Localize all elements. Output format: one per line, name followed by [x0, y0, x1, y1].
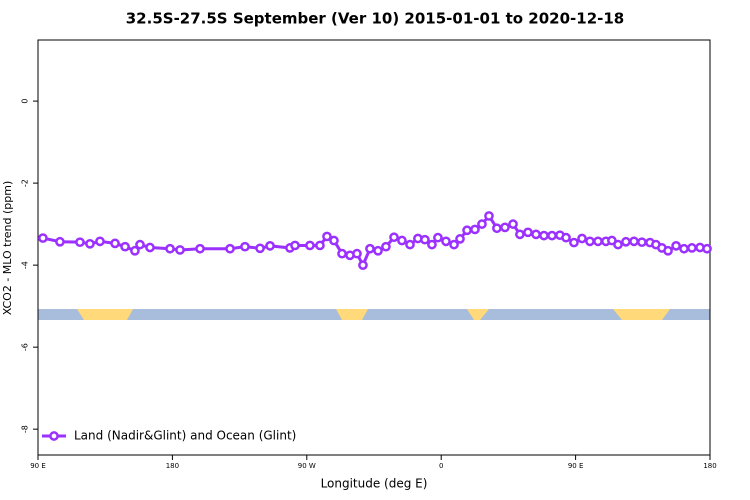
data-point — [175, 245, 185, 255]
data-point — [637, 237, 647, 248]
data-point — [85, 238, 95, 249]
data-point — [613, 239, 623, 250]
x-tick-label: 90 E — [568, 462, 584, 470]
data-point — [523, 227, 533, 238]
data-point — [397, 235, 407, 246]
data-point — [358, 260, 368, 270]
data-point — [322, 231, 332, 242]
data-point — [240, 241, 250, 252]
legend-label: Land (Nadir&Glint) and Ocean (Glint) — [74, 429, 296, 443]
data-point — [145, 242, 155, 253]
data-point — [420, 234, 430, 245]
data-point — [477, 219, 487, 229]
ocean-band — [38, 309, 710, 320]
data-point — [55, 236, 65, 247]
data-point — [110, 238, 120, 249]
data-point — [165, 243, 175, 254]
data-point — [508, 219, 518, 229]
data-point — [433, 232, 443, 243]
data-point — [462, 225, 472, 236]
data-point — [130, 245, 140, 256]
land-band — [336, 309, 368, 320]
x-tick-label: 0 — [439, 462, 443, 470]
land-band — [77, 309, 133, 320]
data-point — [373, 245, 383, 256]
x-axis-label: Longitude (deg E) — [321, 477, 428, 491]
data-point — [547, 230, 557, 241]
data-point — [569, 237, 579, 248]
data-point — [329, 235, 339, 246]
data-point — [449, 239, 459, 250]
x-tick-label: 180 — [166, 462, 179, 470]
data-point — [265, 241, 275, 251]
data-point — [381, 241, 391, 252]
data-point — [500, 222, 510, 233]
data-point — [585, 236, 595, 247]
data-point — [577, 233, 587, 244]
data-point — [679, 243, 689, 254]
data-point — [290, 240, 300, 251]
data-point — [389, 232, 399, 243]
data-point — [561, 232, 571, 243]
data-point — [405, 239, 415, 250]
data-point — [531, 229, 541, 240]
data-point — [352, 248, 362, 259]
data-point — [38, 233, 48, 243]
data-point — [441, 236, 451, 247]
data-point — [593, 236, 603, 247]
y-tick-label: -4 — [21, 261, 30, 269]
data-point — [337, 248, 347, 259]
data-point — [621, 236, 631, 247]
data-point — [120, 241, 130, 252]
land-band — [467, 309, 489, 320]
data-point — [484, 211, 494, 221]
data-point — [135, 239, 145, 250]
y-tick-label: -6 — [21, 343, 30, 351]
land-band — [613, 309, 670, 320]
data-point — [515, 229, 525, 240]
data-point — [195, 243, 205, 254]
chart-title: 32.5S-27.5S September (Ver 10) 2015-01-0… — [126, 10, 625, 28]
data-point — [702, 243, 712, 254]
data-point — [305, 240, 315, 251]
y-tick-label: 0 — [21, 99, 30, 104]
data-point — [75, 237, 85, 248]
data-point — [225, 243, 235, 254]
data-point — [315, 240, 325, 251]
legend-marker — [49, 431, 59, 441]
data-point — [687, 243, 697, 253]
data-point — [427, 239, 437, 250]
data-point — [470, 224, 480, 235]
data-point — [95, 236, 105, 247]
data-point — [671, 241, 681, 251]
data-point — [629, 236, 639, 247]
data-point — [492, 223, 502, 234]
x-tick-label: 90 W — [298, 462, 316, 470]
y-tick-label: -8 — [21, 425, 30, 433]
y-tick-label: -2 — [21, 179, 30, 187]
data-point — [365, 243, 375, 254]
x-tick-label: 180 — [703, 462, 716, 470]
y-axis-label: XCO2 - MLO trend (ppm) — [1, 181, 14, 316]
data-point — [255, 243, 265, 254]
data-point — [539, 230, 549, 241]
x-tick-label: 90 E — [30, 462, 46, 470]
data-point — [663, 245, 673, 256]
land-ocean-band — [38, 309, 710, 320]
data-point — [455, 234, 465, 244]
